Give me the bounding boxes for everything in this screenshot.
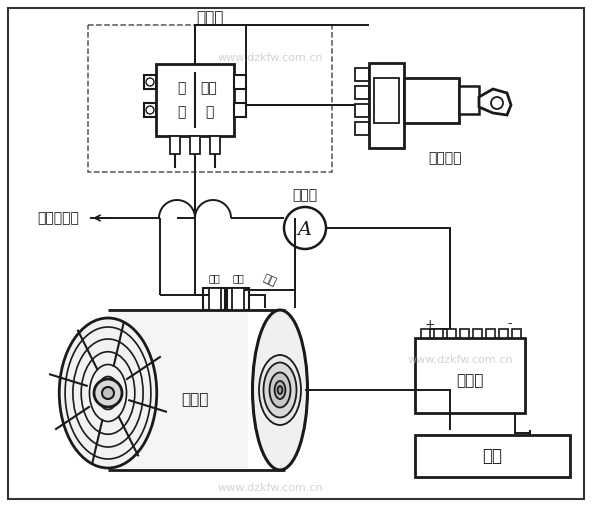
Circle shape bbox=[284, 207, 326, 249]
Circle shape bbox=[491, 97, 503, 109]
Bar bbox=[499, 329, 508, 338]
Text: 点火开关: 点火开关 bbox=[428, 151, 462, 165]
Bar bbox=[486, 329, 495, 338]
Ellipse shape bbox=[263, 363, 297, 417]
Text: 电枢: 电枢 bbox=[208, 273, 220, 283]
Bar bbox=[374, 78, 399, 123]
Text: www.dzkfw.com.cn: www.dzkfw.com.cn bbox=[217, 53, 323, 63]
Polygon shape bbox=[479, 89, 511, 115]
Text: www.dzkfw.com.cn: www.dzkfw.com.cn bbox=[407, 355, 513, 365]
Text: -: - bbox=[508, 317, 512, 331]
Bar bbox=[355, 122, 369, 135]
Text: 电流表: 电流表 bbox=[292, 188, 317, 202]
Bar bbox=[404, 78, 459, 123]
Bar bbox=[203, 288, 225, 310]
Text: 磁场: 磁场 bbox=[201, 81, 217, 95]
Text: 场: 场 bbox=[205, 105, 213, 119]
Bar bbox=[170, 136, 180, 154]
Bar bbox=[415, 435, 570, 477]
Bar bbox=[355, 86, 369, 99]
Circle shape bbox=[102, 387, 114, 399]
Bar bbox=[434, 329, 443, 338]
Bar bbox=[232, 288, 244, 310]
Text: 磁场: 磁场 bbox=[232, 273, 244, 283]
Bar bbox=[234, 75, 246, 89]
Ellipse shape bbox=[259, 355, 301, 425]
Bar bbox=[415, 338, 525, 413]
Ellipse shape bbox=[253, 310, 307, 470]
Text: www.dzkfw.com.cn: www.dzkfw.com.cn bbox=[217, 483, 323, 493]
Text: 发电机: 发电机 bbox=[181, 392, 209, 408]
Text: 开: 开 bbox=[177, 81, 185, 95]
Text: 车架: 车架 bbox=[482, 447, 503, 465]
Bar bbox=[473, 329, 482, 338]
Bar bbox=[369, 63, 404, 148]
Bar bbox=[88, 25, 332, 172]
Bar bbox=[108, 310, 248, 470]
Bar bbox=[144, 103, 156, 117]
Bar bbox=[210, 136, 220, 154]
Bar bbox=[460, 329, 469, 338]
Bar bbox=[447, 329, 456, 338]
Bar bbox=[156, 64, 234, 136]
Bar bbox=[512, 329, 521, 338]
Text: 调节器: 调节器 bbox=[197, 11, 224, 25]
Text: A: A bbox=[298, 221, 312, 239]
Bar bbox=[459, 86, 479, 114]
Ellipse shape bbox=[269, 373, 291, 408]
Bar bbox=[355, 104, 369, 117]
Bar bbox=[190, 136, 200, 154]
Bar bbox=[227, 288, 249, 310]
Bar bbox=[209, 288, 221, 310]
Ellipse shape bbox=[59, 318, 157, 468]
Bar bbox=[234, 103, 246, 117]
Text: 蓄电池: 蓄电池 bbox=[456, 373, 484, 388]
Bar bbox=[421, 329, 430, 338]
Text: +: + bbox=[424, 317, 435, 331]
Circle shape bbox=[146, 106, 154, 114]
Circle shape bbox=[146, 78, 154, 86]
Circle shape bbox=[94, 379, 122, 407]
Ellipse shape bbox=[275, 381, 285, 399]
Text: 接用电设备: 接用电设备 bbox=[37, 211, 79, 225]
Text: 接地: 接地 bbox=[262, 273, 278, 287]
Text: 关: 关 bbox=[177, 105, 185, 119]
Bar bbox=[144, 75, 156, 89]
Ellipse shape bbox=[278, 386, 282, 394]
Bar bbox=[355, 68, 369, 81]
